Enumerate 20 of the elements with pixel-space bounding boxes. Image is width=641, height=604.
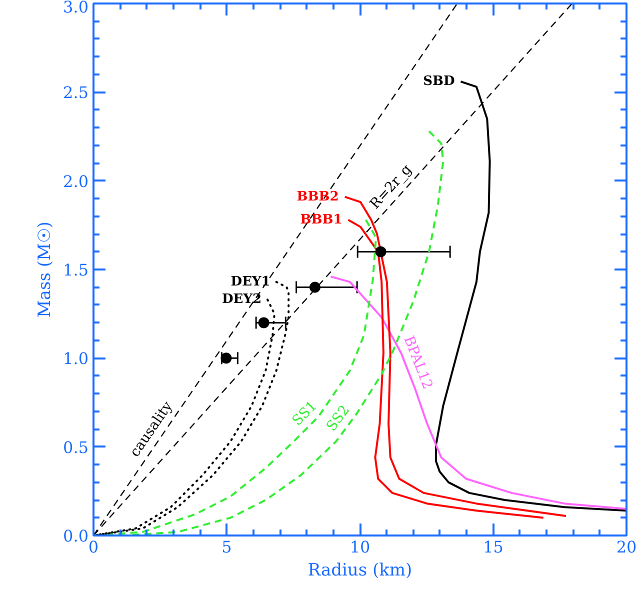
x-tick-label: 0 [88, 538, 99, 556]
y-tick-label: 3.0 [63, 0, 89, 16]
annotation: SS1 [289, 398, 320, 430]
annotation: SBD [423, 74, 455, 90]
y-tick-label: 1.5 [63, 260, 89, 280]
x-axis-title: Radius (km) [308, 560, 412, 580]
annotation: BBB1 [300, 212, 342, 228]
y-tick-label: 1.0 [63, 349, 89, 368]
y-tick-label: 0.0 [63, 526, 89, 546]
y-tick-label: 2.5 [63, 83, 89, 102]
x-tick-label: 20 [616, 538, 637, 556]
y-axis-title: Mass (M☉) [35, 221, 56, 318]
annotation: DEY2 [222, 292, 262, 308]
y-tick-label: 0.5 [63, 438, 89, 457]
annotation: DEY1 [230, 274, 270, 290]
x-tick-label: 10 [350, 538, 370, 556]
x-tick-label: 5 [222, 538, 232, 556]
x-tick-label: 15 [483, 538, 504, 556]
annotation: BBB2 [296, 189, 339, 204]
y-tick-label: 2.0 [63, 172, 89, 191]
